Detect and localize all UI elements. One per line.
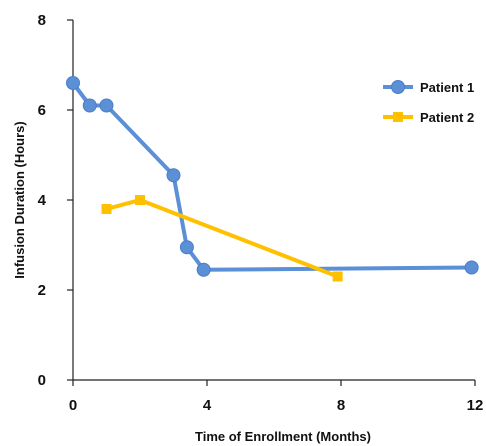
- data-point: [101, 204, 112, 214]
- data-point: [66, 76, 80, 90]
- legend-label: Patient 2: [420, 110, 474, 125]
- series-layer: [66, 76, 479, 282]
- y-tick-label: 6: [38, 102, 46, 119]
- legend: Patient 1 Patient 2: [383, 80, 474, 125]
- data-point: [99, 98, 114, 113]
- x-tick-label: 8: [337, 397, 345, 414]
- data-point: [135, 195, 145, 205]
- series-line-2: [104, 198, 340, 279]
- legend-marker: [391, 80, 405, 94]
- y-tick-label: 0: [38, 372, 46, 389]
- axes: 0 2 4 6 8 0 4 8 12: [38, 12, 484, 414]
- data-point: [464, 260, 479, 275]
- series-line-1: [71, 81, 474, 272]
- data-point: [166, 168, 181, 183]
- data-point: [332, 271, 343, 282]
- legend-label: Patient 1: [420, 80, 474, 95]
- y-tick-label: 8: [38, 12, 46, 29]
- x-tick-label: 4: [203, 397, 212, 414]
- x-tick-label: 12: [467, 397, 484, 414]
- data-point: [82, 98, 97, 113]
- data-point: [179, 240, 194, 255]
- legend-marker: [393, 112, 403, 122]
- data-point: [196, 262, 211, 277]
- y-axis-title: Infusion Duration (Hours): [12, 121, 27, 278]
- y-tick-label: 2: [38, 282, 46, 299]
- y-tick-label: 4: [38, 192, 47, 209]
- x-tick-label: 0: [69, 397, 77, 414]
- x-axis-title: Time of Enrollment (Months): [195, 429, 371, 444]
